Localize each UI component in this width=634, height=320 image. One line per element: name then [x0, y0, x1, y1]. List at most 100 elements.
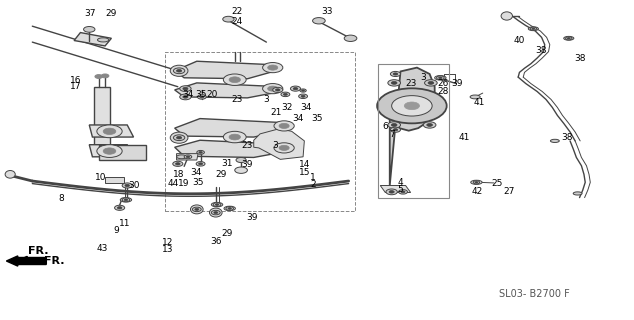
Text: 3: 3: [264, 95, 269, 104]
Text: 34: 34: [182, 90, 193, 99]
Circle shape: [196, 162, 205, 166]
Circle shape: [300, 89, 306, 92]
Circle shape: [262, 84, 283, 94]
Text: FR.: FR.: [29, 245, 49, 256]
Text: 23: 23: [242, 141, 253, 150]
Text: 23: 23: [231, 95, 243, 104]
Circle shape: [229, 77, 240, 83]
Circle shape: [268, 65, 278, 70]
Circle shape: [115, 205, 125, 210]
Ellipse shape: [564, 36, 574, 40]
Circle shape: [262, 62, 283, 73]
Circle shape: [388, 122, 401, 128]
Polygon shape: [380, 186, 411, 193]
Circle shape: [236, 157, 246, 163]
Circle shape: [393, 73, 398, 75]
Ellipse shape: [171, 132, 188, 143]
Text: 10: 10: [95, 173, 107, 182]
Text: 26: 26: [438, 79, 450, 88]
Text: 42: 42: [472, 187, 483, 196]
Circle shape: [437, 76, 444, 80]
Ellipse shape: [573, 192, 582, 195]
Text: 37: 37: [85, 9, 96, 18]
Text: 35: 35: [192, 178, 204, 187]
Text: 36: 36: [210, 237, 221, 246]
Text: 11: 11: [119, 219, 131, 228]
Circle shape: [299, 94, 307, 99]
Text: 39: 39: [247, 213, 258, 222]
Ellipse shape: [501, 12, 512, 20]
Text: 31: 31: [221, 159, 233, 168]
Polygon shape: [89, 145, 134, 157]
Circle shape: [392, 96, 432, 116]
Circle shape: [391, 124, 397, 126]
Text: 1: 1: [310, 173, 316, 182]
Circle shape: [401, 191, 405, 193]
Circle shape: [173, 68, 184, 74]
Ellipse shape: [550, 139, 559, 142]
Text: 43: 43: [96, 244, 108, 253]
Circle shape: [293, 87, 298, 90]
Circle shape: [223, 16, 234, 22]
Text: FR.: FR.: [44, 256, 64, 266]
Circle shape: [404, 102, 420, 110]
Circle shape: [235, 167, 247, 173]
Text: 24: 24: [231, 17, 242, 26]
Circle shape: [211, 210, 220, 215]
Text: 29: 29: [105, 9, 117, 18]
Polygon shape: [390, 68, 435, 186]
Polygon shape: [176, 154, 198, 160]
Circle shape: [389, 191, 394, 193]
Text: 39: 39: [242, 160, 253, 169]
Circle shape: [176, 163, 180, 165]
Ellipse shape: [528, 27, 538, 31]
Circle shape: [530, 27, 536, 30]
Polygon shape: [254, 129, 304, 159]
Text: 30: 30: [128, 181, 139, 190]
Text: 40: 40: [514, 36, 525, 45]
Text: 15: 15: [299, 168, 310, 177]
Circle shape: [391, 82, 397, 84]
Circle shape: [103, 148, 116, 154]
Text: 16: 16: [70, 76, 81, 85]
Ellipse shape: [224, 206, 235, 211]
Ellipse shape: [190, 205, 203, 214]
Text: SL03- B2700 F: SL03- B2700 F: [499, 289, 570, 299]
Text: 13: 13: [162, 245, 174, 254]
Text: 3: 3: [273, 141, 278, 150]
Circle shape: [183, 87, 188, 90]
Circle shape: [124, 199, 127, 201]
Text: 34: 34: [292, 114, 304, 123]
Text: 38: 38: [535, 45, 547, 55]
Circle shape: [97, 125, 122, 138]
Circle shape: [273, 87, 283, 92]
Circle shape: [97, 145, 122, 157]
Circle shape: [276, 89, 280, 91]
Circle shape: [425, 80, 437, 86]
Circle shape: [117, 207, 122, 209]
Text: 41: 41: [473, 98, 484, 107]
Circle shape: [197, 150, 204, 154]
Text: 14: 14: [299, 160, 310, 169]
Circle shape: [274, 121, 294, 131]
Text: 38: 38: [574, 53, 585, 62]
Circle shape: [344, 35, 357, 42]
Circle shape: [391, 127, 401, 132]
Circle shape: [223, 131, 246, 143]
Text: 29: 29: [221, 229, 233, 238]
Text: 34: 34: [190, 168, 201, 177]
Ellipse shape: [470, 95, 480, 99]
Circle shape: [391, 71, 401, 76]
Circle shape: [283, 93, 287, 95]
Polygon shape: [174, 61, 276, 79]
Bar: [105, 177, 124, 183]
Circle shape: [173, 135, 184, 140]
Text: 18: 18: [173, 170, 185, 179]
Circle shape: [228, 208, 231, 209]
FancyArrow shape: [6, 256, 46, 266]
Text: 27: 27: [503, 187, 515, 196]
Ellipse shape: [470, 180, 482, 184]
Circle shape: [103, 128, 116, 134]
Circle shape: [281, 92, 290, 97]
Ellipse shape: [176, 155, 186, 159]
